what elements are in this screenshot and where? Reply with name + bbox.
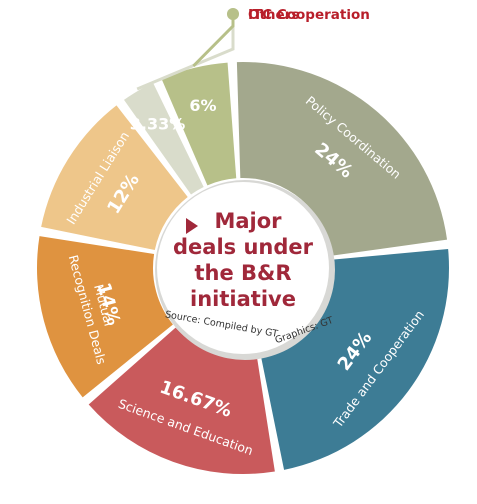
callouts-group: ITC Cooperation 3.33% Others 6%: [130, 7, 370, 133]
slice-trade-and-cooperation: [260, 248, 449, 470]
center-title-line-4: initiative: [190, 287, 296, 311]
slice-label-others: Others: [248, 7, 299, 23]
slice-science-and-education: [88, 327, 275, 474]
slice-label-itc-cooperation: ITC Cooperation: [248, 7, 370, 23]
slice-itc-cooperation: [123, 82, 204, 195]
slice-mutual-recognition-deals: [36, 236, 173, 398]
slice-others: [161, 62, 237, 186]
value-label-itc-cooperation: 3.33%: [130, 114, 186, 133]
center-title-line-1: Major: [214, 209, 282, 233]
slice-policy-coordination: [236, 61, 448, 256]
center-title-line-2: deals under: [173, 235, 314, 259]
slice-industrial-liaison: [41, 105, 188, 251]
callout-dot-others: [227, 8, 239, 20]
value-label-others: 6%: [189, 96, 216, 115]
center-disc: [157, 182, 329, 354]
center-title-line-3: the B&R: [194, 261, 291, 285]
title-arrow-icon: [186, 218, 198, 234]
